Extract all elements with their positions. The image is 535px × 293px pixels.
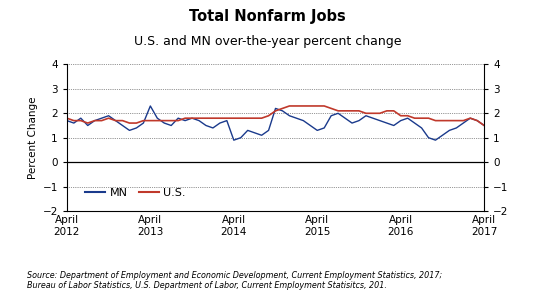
Text: Source: Department of Employment and Economic Development, Current Employment St: Source: Department of Employment and Eco… (27, 271, 442, 290)
Y-axis label: Percent Change: Percent Change (28, 96, 39, 179)
Text: Total Nonfarm Jobs: Total Nonfarm Jobs (189, 9, 346, 24)
Legend: MN, U.S.: MN, U.S. (81, 184, 190, 202)
Text: U.S. and MN over-the-year percent change: U.S. and MN over-the-year percent change (134, 35, 401, 48)
